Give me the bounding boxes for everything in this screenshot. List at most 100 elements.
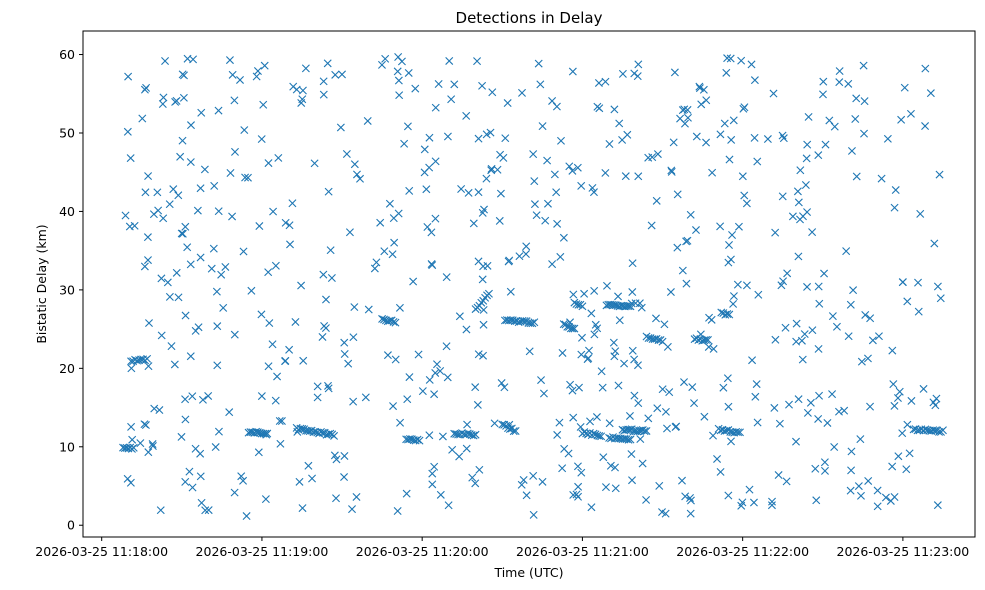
detection-point: [792, 437, 800, 446]
detection-point: [473, 400, 482, 409]
detection-point: [230, 488, 239, 497]
detection-point: [569, 290, 578, 299]
detection-point: [558, 464, 567, 473]
track-detection-point: [411, 436, 420, 445]
detection-point: [808, 326, 817, 335]
detection-point: [783, 269, 792, 278]
detection-point: [667, 167, 676, 176]
detection-point: [568, 166, 577, 175]
detection-point: [356, 174, 364, 183]
detection-point: [678, 476, 686, 485]
detection-point: [186, 260, 195, 269]
detection-point: [123, 474, 132, 483]
detection-point: [797, 336, 806, 345]
track-detection-point: [624, 425, 633, 434]
detection-point: [888, 346, 897, 355]
detection-point: [615, 316, 624, 325]
detection-point: [534, 59, 543, 68]
detection-point: [538, 477, 547, 486]
detection-point: [158, 100, 167, 108]
detection-point: [658, 385, 667, 394]
detection-point: [273, 372, 282, 381]
detection-point: [530, 177, 539, 186]
detection-point: [921, 122, 930, 131]
detection-point: [726, 255, 735, 264]
track-detection-point: [509, 427, 518, 436]
detection-point: [165, 292, 174, 301]
detection-point: [281, 357, 290, 366]
detection-point: [141, 421, 150, 430]
detection-point: [522, 491, 531, 500]
y-axis: 0 10 20 30 40 50 60: [59, 47, 83, 533]
detection-point: [420, 145, 429, 154]
detection-point: [145, 319, 153, 328]
detection-point: [569, 413, 578, 422]
detection-point: [350, 160, 359, 169]
detection-point: [156, 506, 165, 515]
detection-point: [752, 380, 761, 389]
detection-point: [431, 103, 440, 112]
detection-point: [281, 218, 290, 227]
detection-point: [479, 320, 488, 329]
detection-point: [576, 422, 585, 431]
detection-point: [443, 132, 452, 141]
detection-point: [204, 506, 213, 515]
track-detection-point: [261, 429, 270, 438]
detection-point: [738, 498, 747, 507]
x-tick-label: 2026-03-25 11:19:00: [196, 544, 329, 559]
detection-point: [794, 395, 803, 404]
detection-point: [823, 418, 832, 427]
detection-point: [835, 78, 844, 87]
detection-point: [788, 212, 797, 221]
detection-point: [697, 100, 706, 109]
detection-point: [859, 61, 868, 70]
detection-point: [448, 445, 457, 454]
detection-point: [785, 400, 794, 409]
detection-point: [434, 80, 443, 88]
detection-point: [363, 116, 372, 125]
detection-point: [230, 330, 239, 339]
track-detection-point: [511, 427, 520, 435]
detection-point: [587, 309, 596, 318]
detection-point: [667, 166, 676, 175]
detection-point: [478, 275, 487, 284]
detection-point: [820, 458, 829, 467]
detection-point: [601, 168, 610, 177]
detection-point: [828, 390, 837, 399]
detection-point: [750, 76, 759, 85]
plot-frame: [82, 30, 976, 538]
detection-point: [178, 229, 187, 238]
detection-point: [635, 299, 644, 308]
detection-point: [669, 138, 678, 147]
detection-point: [532, 211, 541, 220]
detection-point: [771, 228, 780, 237]
detection-point: [187, 121, 195, 130]
detection-point: [403, 122, 412, 131]
detection-point: [422, 185, 431, 194]
detection-point: [670, 68, 679, 77]
detection-point: [803, 282, 812, 291]
detection-point: [529, 471, 538, 480]
detection-point: [496, 150, 505, 159]
track-detection-point: [703, 335, 712, 344]
track-detection-point: [622, 302, 631, 311]
detection-point: [411, 84, 420, 93]
detection-point: [587, 503, 596, 512]
detection-point: [332, 494, 341, 503]
detection-point: [806, 398, 815, 407]
detection-point: [165, 200, 174, 209]
detection-point: [555, 418, 564, 427]
detection-point: [395, 303, 404, 312]
detection-point: [372, 258, 381, 267]
detection-point: [575, 383, 584, 392]
detection-point: [313, 382, 322, 391]
detection-point: [713, 454, 722, 463]
detection-point: [505, 256, 514, 265]
detection-point: [633, 361, 642, 370]
track-detection-point: [326, 429, 335, 438]
y-tick-label: 0: [67, 518, 75, 533]
detection-point: [331, 70, 340, 79]
detection-point: [214, 106, 223, 115]
detection-point: [285, 221, 294, 230]
detection-point: [888, 462, 897, 471]
